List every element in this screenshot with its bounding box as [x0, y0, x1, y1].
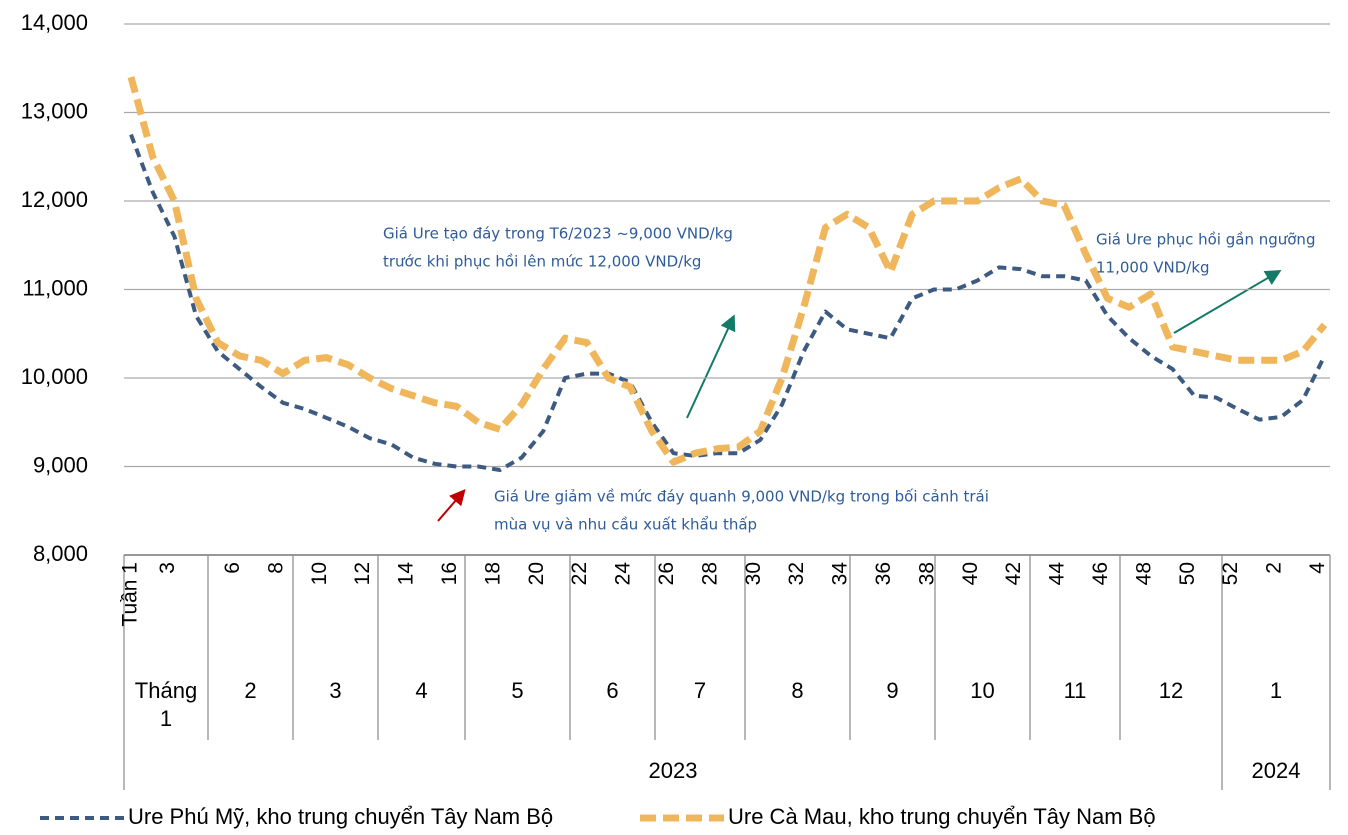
- month-label: 2: [244, 678, 256, 703]
- month-label: 9: [886, 678, 898, 703]
- month-label: Tháng 1: [135, 678, 197, 731]
- annotation: mùa vụ và nhu cầu xuất khẩu thấp: [494, 516, 757, 534]
- x-tick-label: 32: [785, 562, 808, 585]
- month-label: 1: [1270, 678, 1282, 703]
- month-label: 8: [791, 678, 803, 703]
- annotation: Giá Ure tạo đáy trong T6/2023 ~9,000 VND…: [383, 225, 733, 243]
- y-tick-label: 12,000: [21, 187, 88, 212]
- x-tick-label: 3: [156, 562, 179, 574]
- x-tick-label: 40: [959, 562, 982, 585]
- year-label: 2023: [649, 758, 698, 783]
- annotation: 11,000 VND/kg: [1096, 259, 1210, 277]
- month-label: 12: [1159, 678, 1183, 703]
- series-line: [127, 76, 1328, 466]
- x-tick-label: 10: [308, 562, 331, 585]
- month-label: 10: [970, 678, 994, 703]
- x-tick-label: 24: [612, 562, 635, 586]
- month-label: 6: [606, 678, 618, 703]
- x-tick-label: 34: [829, 562, 852, 586]
- month-label: 4: [415, 678, 427, 703]
- y-tick-label: 11,000: [22, 275, 88, 300]
- x-tick-label: 22: [568, 562, 591, 585]
- y-tick-label: 13,000: [21, 98, 88, 123]
- arrow: [1173, 269, 1282, 334]
- month-label: 11: [1064, 678, 1087, 703]
- y-tick-label: 10,000: [21, 364, 88, 389]
- arrow: [437, 488, 466, 522]
- x-tick-label: 38: [915, 562, 938, 585]
- legend-label: Ure Phú Mỹ, kho trung chuyển Tây Nam Bộ: [128, 804, 553, 829]
- annotation: trước khi phục hồi lên mức 12,000 VND/kg: [383, 253, 701, 271]
- x-tick-label: 36: [872, 562, 895, 585]
- x-tick-label: 4: [1306, 562, 1329, 574]
- x-tick-label: 18: [481, 562, 504, 585]
- month-label: 3: [329, 678, 341, 703]
- x-tick-label: 6: [221, 562, 244, 574]
- month-label: 7: [694, 678, 706, 703]
- x-tick-label: 8: [264, 562, 287, 574]
- x-tick-label: 26: [655, 562, 678, 585]
- annotation: Giá Ure phục hồi gần ngưỡng: [1096, 231, 1315, 249]
- month-label-part: Tháng: [135, 678, 197, 703]
- month-label-part: 1: [160, 706, 172, 731]
- x-tick-label: 50: [1176, 562, 1199, 585]
- legend-label: Ure Cà Mau, kho trung chuyển Tây Nam Bộ: [728, 804, 1156, 829]
- month-label: 5: [511, 678, 523, 703]
- arrow: [686, 314, 736, 419]
- x-tick-label: 52: [1219, 562, 1242, 585]
- annotation: Giá Ure giảm về mức đáy quanh 9,000 VND/…: [494, 488, 989, 506]
- x-tick-label: 12: [351, 562, 374, 585]
- y-tick-label: 9,000: [33, 452, 88, 477]
- year-label: 2024: [1252, 758, 1301, 783]
- y-tick-label: 14,000: [21, 10, 88, 35]
- x-tick-label: 16: [438, 562, 461, 585]
- x-tick-label: 48: [1132, 562, 1155, 585]
- x-tick-label: 42: [1002, 562, 1025, 585]
- x-tick-label: 46: [1089, 562, 1112, 585]
- x-tick-label: 20: [525, 562, 548, 585]
- x-tick-label: 30: [742, 562, 765, 585]
- x-tick-label: 44: [1046, 562, 1069, 586]
- x-tick-label: 14: [395, 562, 418, 586]
- series-line: [129, 133, 1327, 472]
- x-tick-label: Tuần 1: [119, 562, 142, 627]
- x-tick-label: 2: [1263, 562, 1286, 574]
- x-tick-label: 28: [698, 562, 721, 585]
- y-tick-label: 8,000: [33, 541, 88, 566]
